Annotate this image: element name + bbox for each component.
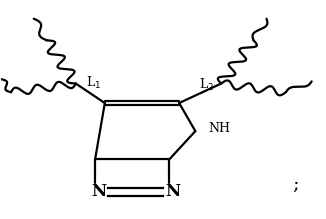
Text: L$_1$: L$_1$ [86, 75, 102, 91]
Text: NH: NH [208, 122, 230, 136]
Text: L$_2$: L$_2$ [199, 76, 214, 93]
Text: N: N [165, 183, 180, 200]
Text: N: N [91, 183, 106, 200]
Text: ;: ; [292, 176, 299, 194]
